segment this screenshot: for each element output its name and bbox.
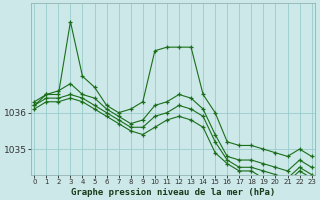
X-axis label: Graphe pression niveau de la mer (hPa): Graphe pression niveau de la mer (hPa) xyxy=(71,188,275,197)
